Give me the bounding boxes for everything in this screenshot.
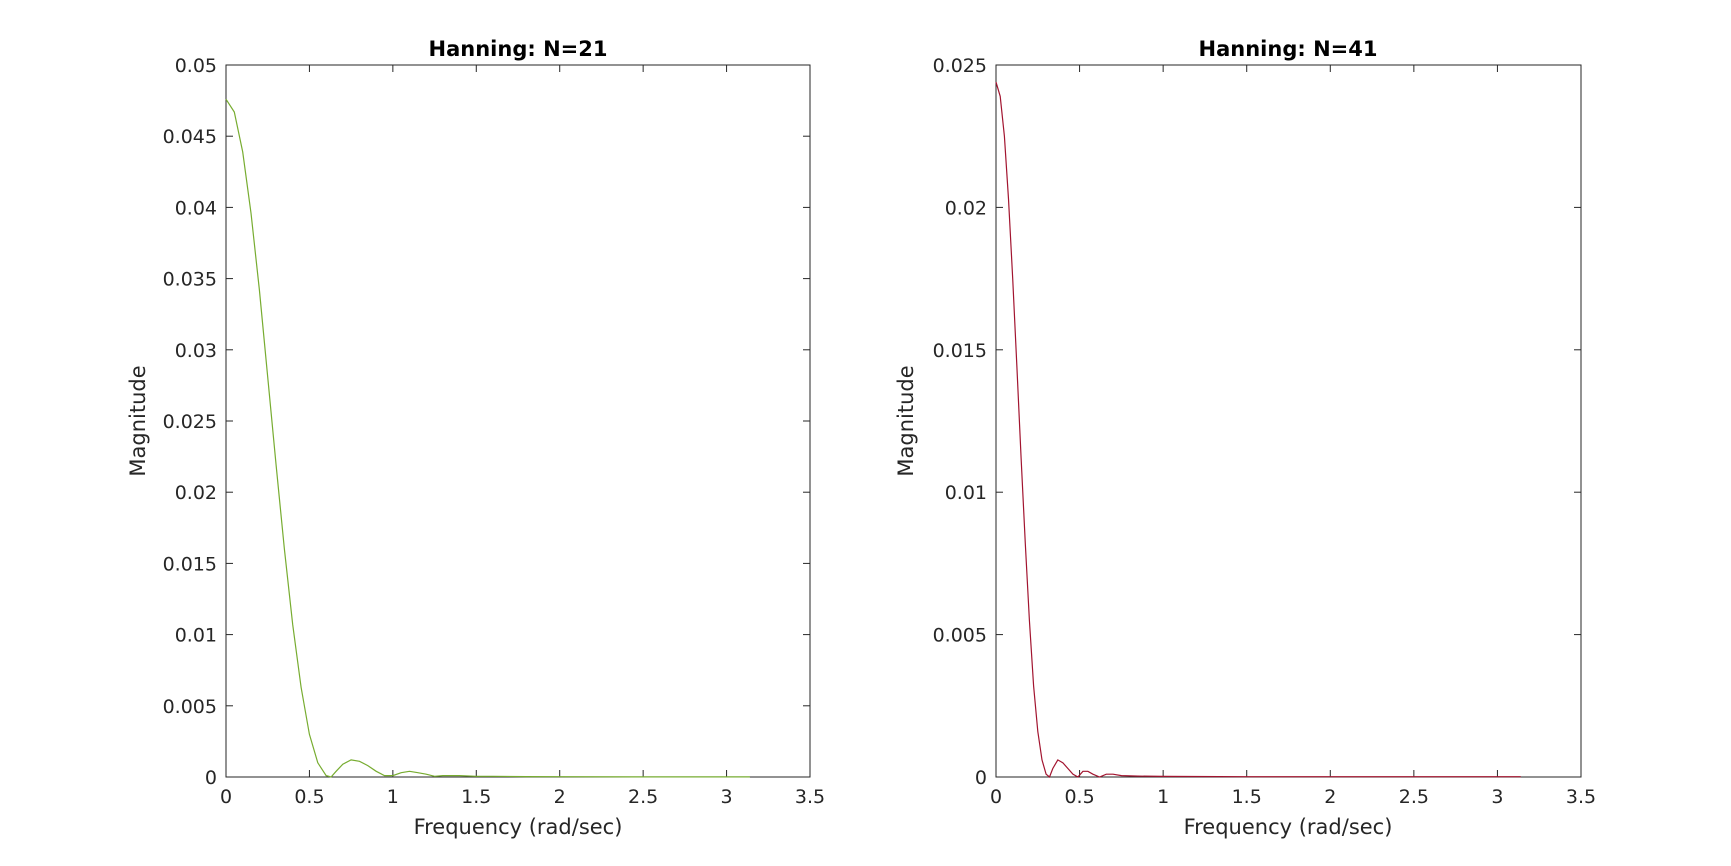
x-tick-label: 3	[1491, 786, 1503, 808]
series-line-hanning-n41	[995, 81, 1521, 778]
y-tick-label: 0.025	[163, 411, 217, 433]
y-tick-label: 0.035	[163, 269, 217, 291]
x-tick-label: 2.5	[628, 786, 658, 808]
y-tick-label: 0	[975, 767, 987, 789]
x-tick-label: 1.5	[461, 786, 491, 808]
x-tick-label: 1.5	[1232, 786, 1262, 808]
y-axis-label: Magnitude	[126, 365, 150, 476]
x-axis-label: Frequency (rad/sec)	[1184, 815, 1393, 839]
x-tick-label: 1	[387, 786, 399, 808]
y-tick-label: 0.03	[175, 340, 217, 362]
axes-box	[995, 64, 1582, 778]
x-tick-label: 0	[220, 786, 232, 808]
y-tick-label: 0.04	[175, 197, 217, 219]
x-tick-label: 2	[554, 786, 566, 808]
x-tick-label: 3.5	[795, 786, 825, 808]
x-tick-labels: 0 0.5 1 1.5 2 2.5 3 3.5	[220, 786, 825, 808]
tick-marks	[225, 64, 811, 778]
x-tick-label: 0	[990, 786, 1002, 808]
x-tick-label: 1	[1157, 786, 1169, 808]
subplot-hanning-n41: 0 0.5 1 1.5 2 2.5 3 3.5 0 0.005 0.01 0.015 0.02 0.02…	[894, 37, 1596, 839]
x-axis-label: Frequency (rad/sec)	[414, 815, 623, 839]
y-tick-label: 0.02	[945, 197, 987, 219]
y-tick-label: 0.005	[933, 625, 987, 647]
y-tick-label: 0.005	[163, 696, 217, 718]
y-tick-label: 0.05	[175, 55, 217, 77]
x-tick-label: 3	[721, 786, 733, 808]
y-tick-label: 0.045	[163, 126, 217, 148]
chart-title: Hanning: N=41	[1199, 37, 1378, 61]
tick-marks	[995, 64, 1582, 778]
y-axis-label: Magnitude	[894, 365, 918, 476]
y-tick-label: 0.015	[933, 340, 987, 362]
x-tick-label: 0.5	[294, 786, 324, 808]
y-tick-label: 0	[205, 767, 217, 789]
x-tick-label: 2.5	[1399, 786, 1429, 808]
y-tick-label: 0.01	[175, 625, 217, 647]
y-tick-labels: 0 0.005 0.01 0.015 0.02 0.025	[933, 55, 987, 789]
x-tick-label: 0.5	[1064, 786, 1094, 808]
axes-box	[225, 64, 811, 778]
y-tick-label: 0.02	[175, 482, 217, 504]
y-tick-label: 0.015	[163, 553, 217, 575]
subplot-hanning-n21: 0 0.5 1 1.5 2 2.5 3 3.5 0 0.005 0.01 0.015 0.02 0.02…	[126, 37, 825, 839]
y-tick-label: 0.01	[945, 482, 987, 504]
x-tick-labels: 0 0.5 1 1.5 2 2.5 3 3.5	[990, 786, 1596, 808]
x-tick-label: 3.5	[1566, 786, 1596, 808]
chart-title: Hanning: N=21	[429, 37, 608, 61]
y-tick-label: 0.025	[933, 55, 987, 77]
y-tick-labels: 0 0.005 0.01 0.015 0.02 0.025 0.03 0.035 0.04 0.0…	[163, 55, 217, 789]
series-line-hanning-n21	[225, 98, 750, 778]
x-tick-label: 2	[1324, 786, 1336, 808]
